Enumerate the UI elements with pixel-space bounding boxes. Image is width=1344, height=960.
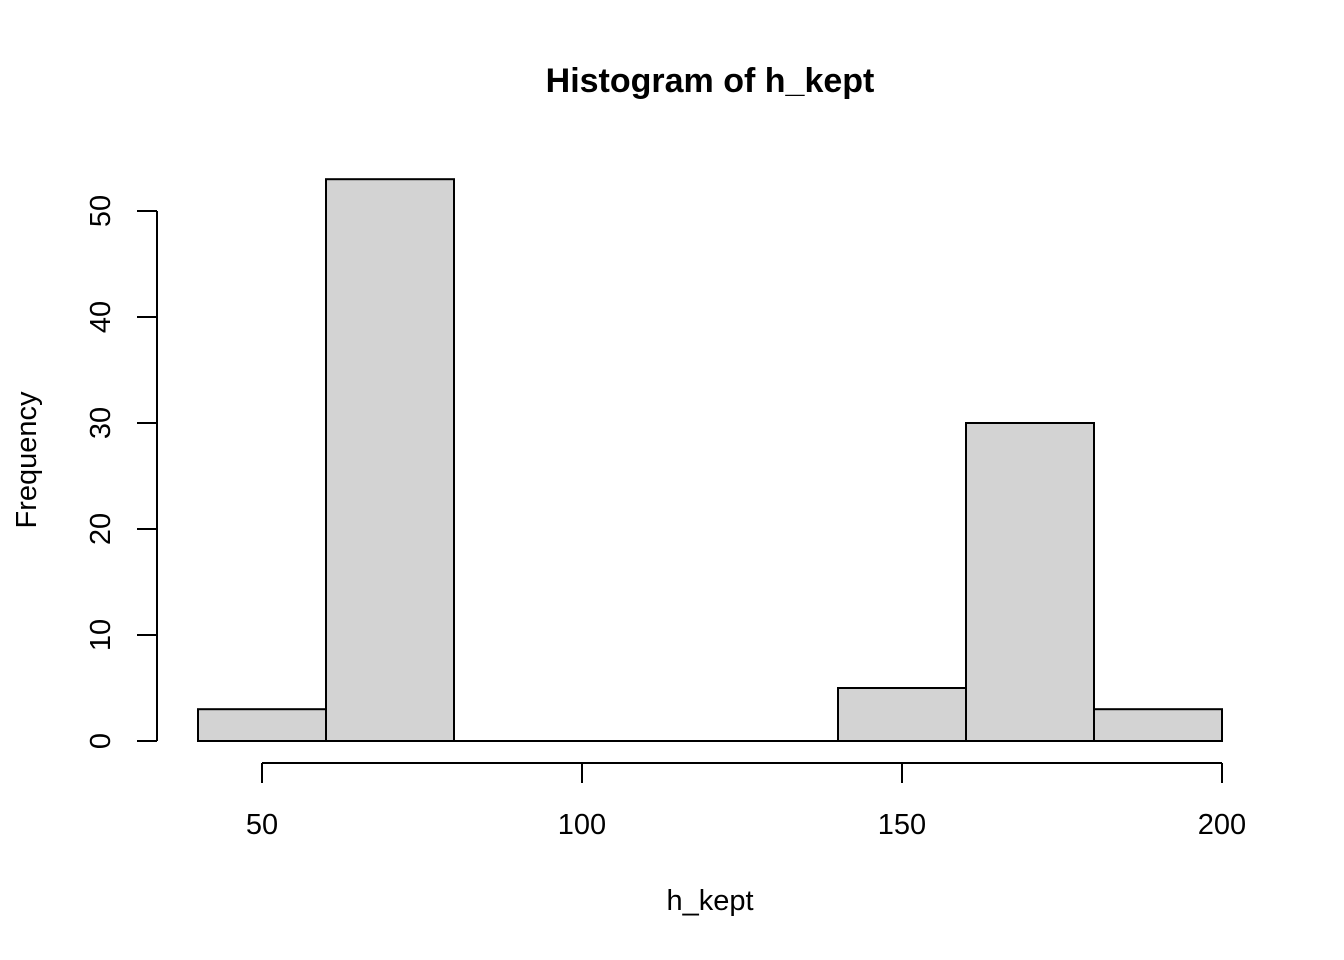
chart-title: Histogram of h_kept [546, 62, 875, 100]
x-tick-label: 50 [246, 809, 278, 841]
x-axis: 50 100 150 200 [246, 762, 1246, 841]
y-tick-label: 40 [85, 301, 117, 333]
y-tick-label: 0 [85, 733, 117, 749]
histogram-bar-40-60 [197, 708, 327, 743]
y-axis-label: Frequency [11, 391, 43, 529]
x-axis-label: h_kept [666, 885, 753, 917]
histogram-bar-160-180 [965, 422, 1095, 742]
histogram-bar-140-160 [837, 687, 967, 742]
x-tick-label: 200 [1198, 809, 1246, 841]
x-tick-label: 100 [558, 809, 606, 841]
histogram-bar-60-80 [325, 178, 455, 742]
bars-group [197, 178, 1223, 743]
y-axis: 0 10 20 30 40 50 [85, 195, 158, 749]
y-tick-label: 20 [85, 513, 117, 545]
y-tick-label: 50 [85, 195, 117, 227]
histogram-bar-180-200 [1093, 708, 1223, 743]
x-tick-label: 150 [878, 809, 926, 841]
y-tick-label: 30 [85, 407, 117, 439]
y-tick-label: 10 [85, 619, 117, 651]
